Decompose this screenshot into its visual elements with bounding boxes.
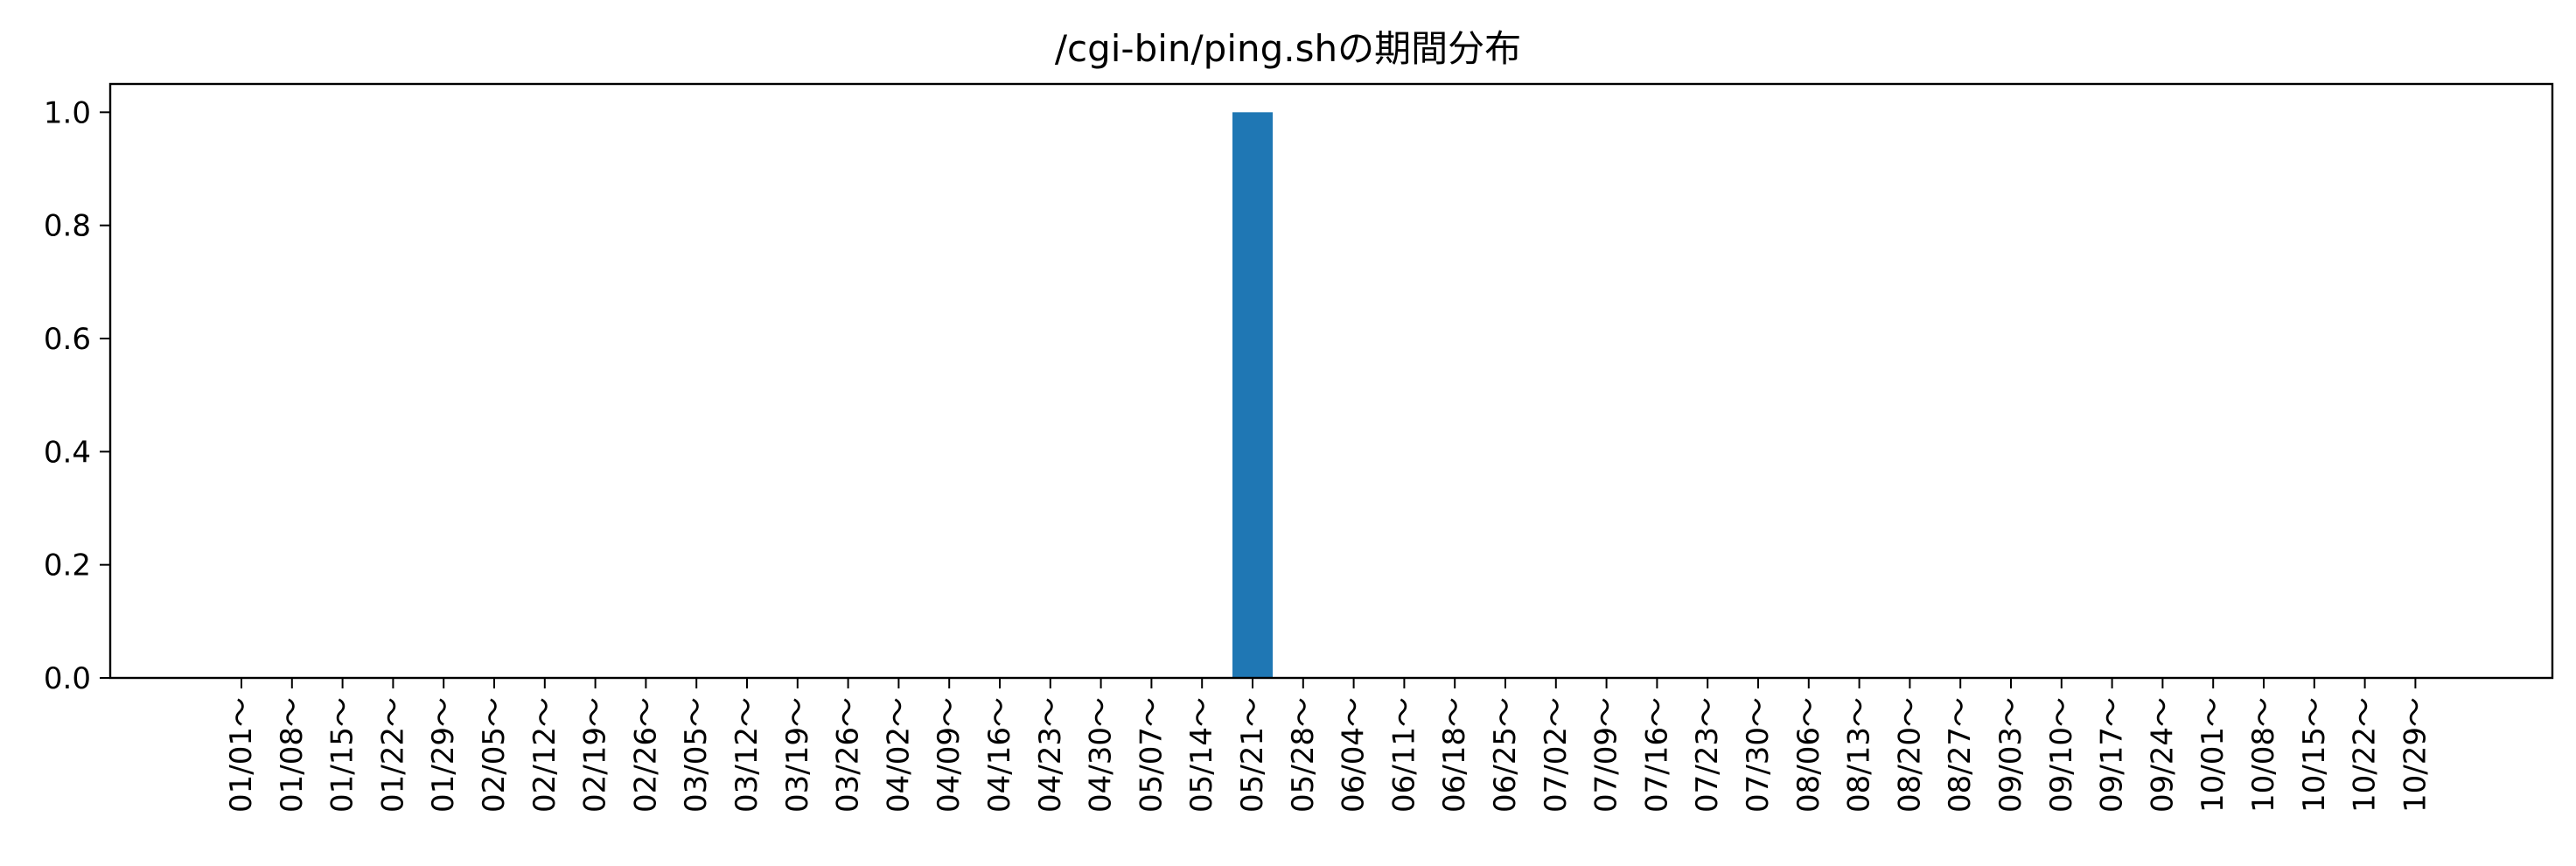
x-tick-label: 07/30～ (1741, 697, 1776, 813)
x-tick-label: 07/09～ (1589, 697, 1624, 813)
x-tick-label: 09/17～ (2095, 697, 2130, 813)
y-tick-label: 0.0 (44, 661, 91, 696)
x-tick-label: 03/05～ (679, 697, 714, 813)
x-tick-label: 08/20～ (1892, 697, 1927, 813)
x-tick-label: 02/26～ (628, 697, 663, 813)
y-tick-label: 0.4 (44, 435, 91, 470)
x-tick-label: 01/29～ (426, 697, 461, 813)
y-tick-label: 0.2 (44, 548, 91, 583)
plot-frame (108, 82, 2554, 680)
x-tick-label: 08/13～ (1842, 697, 1877, 813)
x-tick-label: 09/03～ (1993, 697, 2028, 813)
x-tick-label: 09/10～ (2044, 697, 2079, 813)
x-tick-label: 03/19～ (780, 697, 815, 813)
x-tick-label: 02/12～ (527, 697, 562, 813)
x-tick-label: 10/22～ (2348, 697, 2383, 813)
x-tick-label: 06/25～ (1488, 697, 1523, 813)
x-tick-label: 01/22～ (375, 697, 410, 813)
x-tick-label: 03/26～ (831, 697, 866, 813)
bar-05/21～ (1232, 112, 1273, 678)
x-tick-label: 07/02～ (1539, 697, 1574, 813)
x-tick-label: 05/07～ (1134, 697, 1169, 813)
x-tick-label: 01/15～ (325, 697, 360, 813)
x-tick-label: 06/11～ (1386, 697, 1421, 813)
x-tick-label: 08/27～ (1943, 697, 1978, 813)
chart-title: /cgi-bin/ping.shの期間分布 (1054, 27, 1522, 70)
x-tick-label: 10/08～ (2246, 697, 2281, 813)
y-tick-label: 1.0 (44, 95, 91, 130)
y-tick-label: 0.8 (44, 209, 91, 244)
x-tick-label: 09/24～ (2145, 697, 2180, 813)
x-tick-label: 01/08～ (275, 697, 310, 813)
x-tick-label: 10/29～ (2398, 697, 2433, 813)
x-tick-label: 07/23～ (1690, 697, 1725, 813)
x-tick-label: 01/01～ (224, 697, 259, 813)
x-tick-label: 06/04～ (1337, 697, 1372, 813)
x-tick-label: 05/28～ (1286, 697, 1321, 813)
x-tick-label: 07/16～ (1639, 697, 1674, 813)
x-tick-label: 10/15～ (2297, 697, 2332, 813)
x-tick-label: 04/23～ (1033, 697, 1068, 813)
x-tick-label: 04/02～ (881, 697, 916, 813)
x-tick-label: 04/16～ (982, 697, 1017, 813)
x-tick-label: 04/09～ (932, 697, 967, 813)
x-tick-label: 05/14～ (1184, 697, 1219, 813)
x-tick-label: 06/18～ (1437, 697, 1472, 813)
x-tick-label: 10/01～ (2196, 697, 2230, 813)
x-tick-label: 05/21～ (1235, 697, 1270, 813)
x-tick-label: 08/06～ (1791, 697, 1826, 813)
y-tick-label: 0.6 (44, 322, 91, 357)
x-tick-label: 03/12～ (730, 697, 764, 813)
x-tick-label: 04/30～ (1084, 697, 1119, 813)
x-tick-label: 02/05～ (477, 697, 512, 813)
x-tick-label: 02/19～ (578, 697, 613, 813)
